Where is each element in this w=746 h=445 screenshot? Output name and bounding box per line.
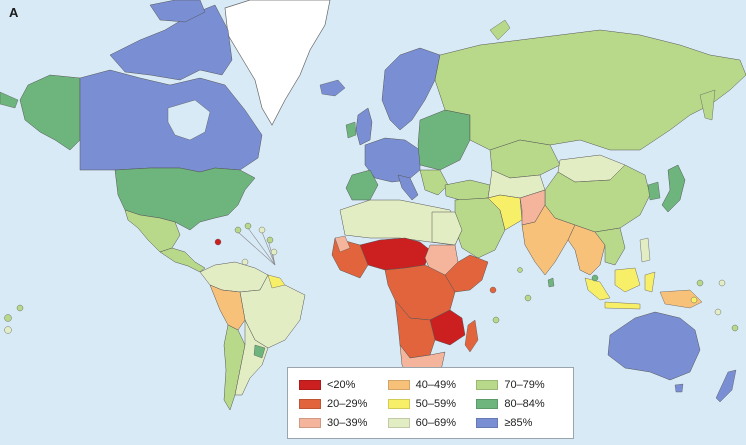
region-madagascar	[464, 319, 479, 353]
indian-ocean-island-marker	[524, 294, 532, 302]
region-sahel	[359, 237, 431, 271]
legend-swatch	[387, 399, 410, 409]
legend-swatch	[387, 418, 410, 428]
region-greenland	[224, 0, 331, 126]
legend-label: 50–59%	[415, 398, 457, 410]
oceania-island-marker	[731, 324, 739, 332]
legend-swatch	[299, 380, 321, 390]
oceania-island-marker	[696, 279, 704, 287]
oceania-island-marker	[690, 296, 698, 304]
panel-label: A	[9, 5, 19, 20]
legend-item: 60–69%	[387, 414, 477, 432]
region-aleutians	[0, 91, 19, 109]
region-borneo	[614, 267, 641, 293]
region-argentina	[234, 319, 269, 396]
region-alaska	[19, 74, 81, 151]
region-andes	[223, 324, 246, 411]
oceania-island-marker	[714, 308, 722, 316]
legend-item: 40–49%	[387, 376, 477, 394]
indian-ocean-island-marker	[517, 267, 523, 273]
region-western-europe	[364, 137, 421, 183]
region-hudson-bay	[167, 99, 211, 141]
legend-swatch	[476, 380, 499, 390]
region-tasmania	[674, 383, 684, 393]
region-horn-africa	[444, 254, 489, 293]
legend-swatch	[299, 399, 321, 409]
region-sulawesi	[644, 271, 656, 293]
region-australia	[607, 311, 701, 381]
region-uruguay	[253, 344, 266, 359]
region-iceland	[319, 79, 346, 97]
region-ireland	[345, 121, 357, 139]
legend-item: 80–84%	[476, 395, 565, 413]
legend-label: 70–79%	[504, 379, 545, 391]
legend-swatch	[476, 418, 499, 428]
region-canada-arctic	[109, 4, 233, 81]
region-java	[604, 301, 641, 310]
legend-item: 30–39%	[299, 414, 388, 432]
pacific-island-marker	[4, 314, 12, 322]
region-korea	[647, 181, 661, 201]
region-balkans	[419, 169, 449, 196]
legend-label: 80–84%	[504, 398, 545, 410]
map-legend: <20% 20–29% 30–39% 40–49% 50–59% 60–69% 70–79%…	[287, 367, 574, 439]
pacific-island-marker	[4, 326, 12, 334]
indian-ocean-island-marker	[489, 286, 497, 294]
legend-label: 40–49%	[415, 379, 457, 391]
legend-label: ≥85%	[504, 417, 533, 429]
region-canada-islands-2	[149, 0, 206, 23]
region-new-guinea	[659, 289, 703, 309]
legend-swatch	[476, 399, 499, 409]
region-italy	[397, 174, 419, 201]
indian-ocean-island-marker	[591, 274, 599, 282]
region-central-america	[159, 247, 206, 273]
region-sumatra	[584, 277, 611, 301]
legend-swatch	[299, 418, 321, 428]
caribbean-markers	[214, 222, 278, 266]
indian-ocean-island-marker	[492, 316, 500, 324]
region-japan	[661, 164, 686, 213]
legend-label: 20–29%	[327, 398, 368, 410]
oceania-island-marker	[718, 279, 726, 287]
legend-swatch	[387, 380, 410, 390]
region-indochina	[594, 227, 626, 266]
region-peru-bolivia	[209, 284, 246, 331]
legend-item: <20%	[299, 376, 388, 394]
region-uk	[355, 107, 373, 146]
legend-item: 50–59%	[387, 395, 477, 413]
pacific-island-marker	[16, 304, 24, 312]
region-novaya-zemlya	[489, 19, 511, 41]
legend-label: <20%	[327, 379, 356, 391]
region-scandinavia	[381, 47, 441, 131]
region-philippines	[639, 237, 651, 263]
legend-item: ≥85%	[476, 414, 565, 432]
legend-item: 70–79%	[476, 376, 565, 394]
region-russia	[434, 29, 746, 151]
region-egypt	[431, 211, 463, 246]
legend-label: 60–69%	[415, 417, 457, 429]
region-new-zealand	[715, 369, 737, 403]
region-sri-lanka	[547, 277, 555, 288]
region-senegal	[334, 235, 351, 253]
legend-label: 30–39%	[327, 417, 368, 429]
legend-item: 20–29%	[299, 395, 388, 413]
region-guianas	[267, 274, 286, 289]
region-kamchatka	[699, 89, 716, 121]
